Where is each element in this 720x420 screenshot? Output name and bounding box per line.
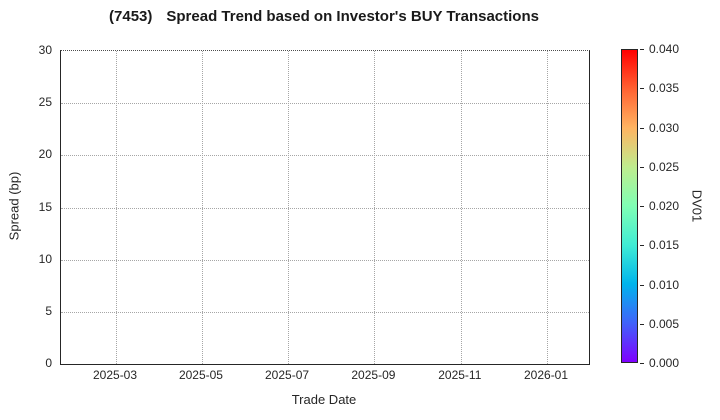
gridline-y — [61, 259, 589, 261]
colorbar-tick-mark — [640, 284, 644, 286]
gridline-y — [61, 103, 589, 105]
gridline-x — [288, 51, 290, 364]
gridline-y — [61, 155, 589, 157]
gridline-y — [61, 311, 589, 313]
x-tick-label: 2025-11 — [438, 368, 482, 382]
colorbar-tick-mark — [640, 245, 644, 247]
y-tick-label: 30 — [38, 43, 52, 57]
x-tick-label: 2026-01 — [523, 368, 569, 382]
gridline-x — [460, 51, 462, 364]
gridline-x — [201, 51, 203, 364]
y-tick-label: 20 — [38, 147, 52, 162]
colorbar-tick-label: 0.025 — [649, 159, 680, 174]
y-tick-label: 10 — [38, 251, 52, 266]
x-tick-label: 2025-09 — [351, 368, 396, 382]
x-tick-labels: 2025-03 2025-05 2025-07 2025-09 2025-11 2026-… — [60, 368, 588, 384]
y-tick-label: 15 — [38, 199, 52, 214]
y-tick-label: 25 — [38, 95, 52, 110]
ticker-code: (7453) — [109, 8, 153, 25]
colorbar-tick-label: 0.030 — [649, 120, 680, 135]
colorbar-tick-label: 0.020 — [649, 199, 680, 213]
colorbar-tick-label: 0.000 — [649, 356, 680, 370]
plot-area — [60, 50, 590, 365]
colorbar-tick-mark — [640, 323, 644, 325]
y-tick-label: 0 — [45, 356, 52, 370]
gridline-x — [547, 51, 549, 364]
colorbar-gradient — [621, 49, 638, 363]
colorbar-tick-label: 0.040 — [649, 42, 680, 56]
x-axis-label: Trade Date — [291, 392, 357, 407]
colorbar-tick-label: 0.010 — [649, 277, 680, 292]
gridline-y — [61, 207, 589, 209]
colorbar-label: DV01 — [689, 189, 705, 223]
colorbar-tick-label: 0.015 — [649, 238, 680, 253]
colorbar-tick-mark — [640, 88, 644, 90]
x-tick-label: 2025-05 — [178, 368, 223, 382]
colorbar-tick-mark — [640, 363, 644, 364]
x-tick-label: 2025-07 — [265, 368, 310, 382]
colorbar-tick-mark — [640, 166, 644, 168]
colorbar-tick-mark — [640, 206, 644, 207]
gridline-x — [374, 51, 376, 364]
colorbar-tick-mark — [640, 127, 644, 129]
y-tick-labels: 0 5 10 15 20 25 30 — [0, 43, 52, 370]
y-tick-label: 5 — [45, 303, 52, 318]
colorbar-tick-mark — [640, 49, 644, 50]
gridline-x — [116, 51, 118, 364]
colorbar-ticks: 0.000 0.005 0.010 0.015 0.020 0.025 0.030 0.035… — [640, 42, 710, 370]
x-tick-label: 2025-03 — [92, 368, 138, 382]
colorbar-tick-label: 0.035 — [649, 81, 680, 96]
chart-title-text: Spread Trend based on Investor's BUY Tra… — [166, 8, 539, 25]
chart-title: (7453) Spread Trend based on Investor's B… — [60, 8, 588, 25]
colorbar-tick-label: 0.005 — [649, 316, 680, 331]
